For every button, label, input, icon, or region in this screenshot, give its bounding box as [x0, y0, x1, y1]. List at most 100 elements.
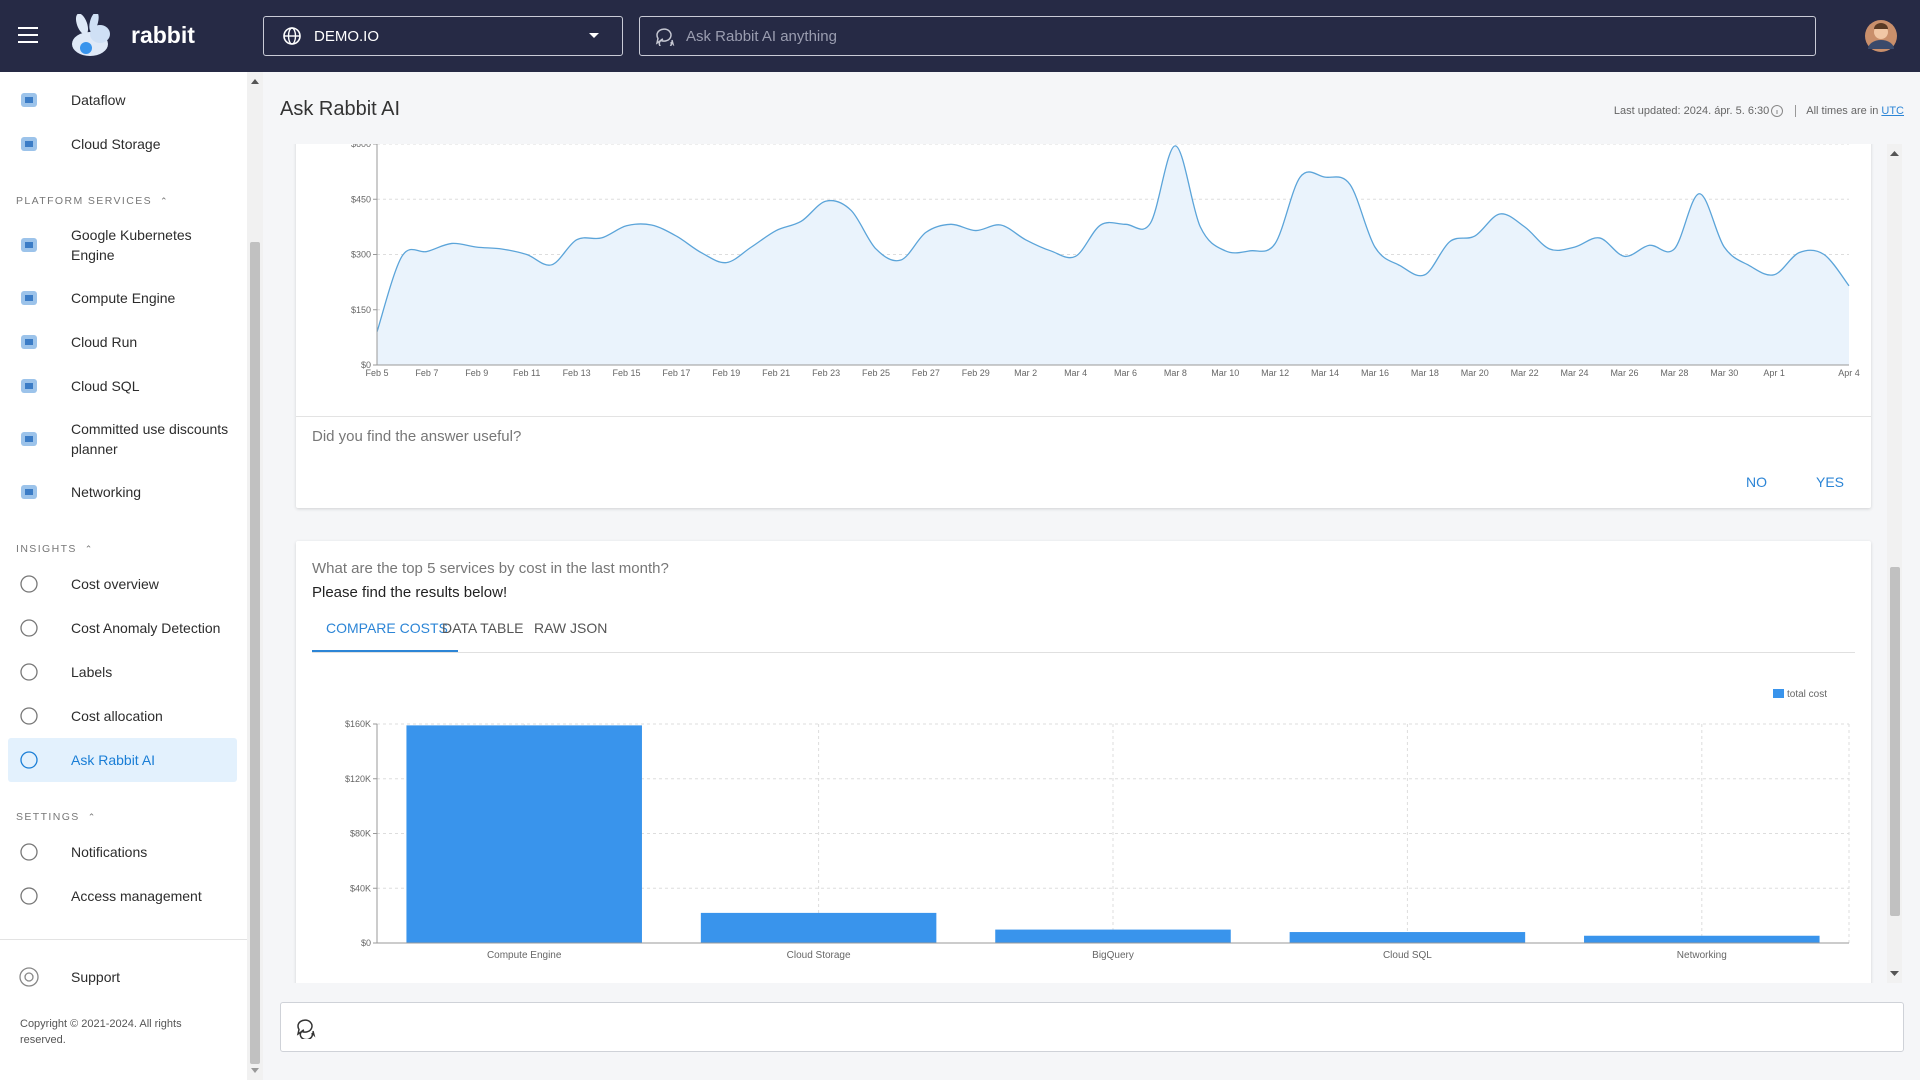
x-tick-label: Mar 16: [1361, 368, 1389, 378]
charts: $0$150$300$450$600Feb 5Feb 7Feb 9Feb 11F…: [280, 144, 1882, 983]
legend-swatch: [1773, 689, 1784, 698]
menu-icon: [18, 661, 40, 683]
x-tick-label: Mar 6: [1114, 368, 1137, 378]
menu-label: Cost Anomaly Detection: [71, 618, 220, 638]
x-tick-label: Mar 8: [1164, 368, 1187, 378]
search-box[interactable]: Ask Rabbit AI anything: [639, 16, 1816, 56]
separator: [1795, 105, 1796, 117]
menu-label: Access management: [71, 886, 202, 906]
sidebar-scrollbar[interactable]: [247, 72, 263, 1080]
project-selector[interactable]: DEMO.IO: [263, 16, 623, 56]
menu-item[interactable]: Committed use discounts planner: [0, 408, 239, 470]
menu-label: Compute Engine: [71, 288, 175, 308]
support-link[interactable]: Support: [0, 955, 240, 999]
icon-shape: [21, 752, 37, 768]
x-tick-label: Feb 15: [612, 368, 640, 378]
x-tick-label: Feb 29: [962, 368, 990, 378]
x-tick-label: Cloud Storage: [787, 950, 851, 961]
menu-item[interactable]: Access management: [0, 874, 239, 918]
icon-shape: [21, 664, 37, 680]
sidebar: DataflowCloud StoragePLATFORM SERVICES⌃G…: [0, 72, 247, 1080]
menu-item[interactable]: Cloud Run: [0, 320, 239, 364]
menu-label: Google Kubernetes Engine: [71, 225, 239, 265]
x-tick-label: Mar 22: [1511, 368, 1539, 378]
chevron: ⌃: [160, 196, 169, 206]
chat-input[interactable]: [280, 1002, 1904, 1052]
support-icon: [18, 966, 40, 988]
menu-icon: [18, 749, 40, 771]
x-tick-label: Feb 23: [812, 368, 840, 378]
section-title: SETTINGS⌃: [0, 782, 247, 830]
menu-item[interactable]: Labels: [0, 650, 239, 694]
y-tick-label: $300: [351, 250, 371, 260]
sidebar-divider: [0, 939, 247, 940]
menu-item[interactable]: Cloud Storage: [0, 122, 239, 166]
menu-button[interactable]: [18, 26, 40, 44]
menu-label: Notifications: [71, 842, 147, 862]
info-icon[interactable]: [1769, 104, 1785, 118]
y-tick-label: $150: [351, 305, 371, 315]
icon-shape: [25, 141, 33, 147]
last-updated: Last updated: 2024. ápr. 5. 6:30: [1614, 105, 1769, 117]
avatar[interactable]: [1864, 19, 1898, 53]
bar: [995, 930, 1231, 943]
menu-label: Cost allocation: [71, 706, 163, 726]
icon-shape: [25, 383, 33, 389]
menu-item[interactable]: Cost Anomaly Detection: [0, 606, 239, 650]
menu-item[interactable]: Networking: [0, 470, 239, 514]
x-tick-label: Mar 26: [1610, 368, 1638, 378]
menu-label: Labels: [71, 662, 112, 682]
y-tick-label: $120K: [345, 774, 371, 784]
timezone-link[interactable]: UTC: [1881, 105, 1904, 117]
y-tick-label: $40K: [350, 883, 371, 893]
menu-item[interactable]: Cloud SQL: [0, 364, 239, 408]
x-tick-label: Feb 9: [465, 368, 488, 378]
menu-label: Cloud Run: [71, 332, 137, 352]
caret: [588, 32, 600, 40]
menu-icon: [18, 617, 40, 639]
icon-shape: [25, 489, 33, 495]
menu-icon: [18, 89, 40, 111]
x-tick-label: Feb 5: [365, 368, 388, 378]
legend-label: total cost: [1787, 689, 1827, 700]
menu-item[interactable]: Dataflow: [0, 78, 239, 122]
menu-item[interactable]: Google Kubernetes Engine: [0, 214, 239, 276]
answer-list: Did you find the answer useful? NO YES W…: [280, 144, 1882, 983]
menu-item[interactable]: Notifications: [0, 830, 239, 874]
globe-icon: [282, 26, 302, 46]
menu-icon: [18, 481, 40, 503]
bar: [701, 913, 937, 943]
copyright: Copyright © 2021-2024. All rights reserv…: [20, 1016, 210, 1048]
main-scrollbar[interactable]: [1887, 144, 1902, 983]
menu-label: Cost overview: [71, 574, 159, 594]
menu-item[interactable]: Compute Engine: [0, 276, 239, 320]
menu-label: Dataflow: [71, 90, 125, 110]
x-tick-label: Feb 25: [862, 368, 890, 378]
icon-shape: [25, 242, 33, 248]
bar: [1290, 932, 1526, 943]
menu-icon: [18, 287, 40, 309]
brand: rabbit: [131, 22, 195, 49]
search-placeholder: Ask Rabbit AI anything: [686, 28, 837, 45]
support-label: Support: [71, 967, 120, 987]
x-tick-label: Mar 20: [1461, 368, 1489, 378]
icon-shape: [21, 620, 37, 636]
menu-item[interactable]: Cost overview: [0, 562, 239, 606]
y-tick-label: $80K: [350, 829, 371, 839]
section-title: INSIGHTS⌃: [0, 514, 247, 562]
menu-icon: [18, 573, 40, 595]
timezone-note: All times are in: [1806, 105, 1878, 117]
menu-item[interactable]: Cost allocation: [0, 694, 239, 738]
y-tick-label: $600: [351, 144, 371, 149]
x-tick-label: Compute Engine: [487, 950, 562, 961]
icon-shape: [21, 844, 37, 860]
menu-item[interactable]: Ask Rabbit AI: [8, 738, 237, 782]
icon-shape: [25, 436, 33, 442]
update-info: Last updated: 2024. ápr. 5. 6:30 All tim…: [1614, 104, 1904, 118]
x-tick-label: Mar 10: [1211, 368, 1239, 378]
logo: [68, 14, 124, 58]
menu-label: Ask Rabbit AI: [71, 750, 155, 770]
x-tick-label: Mar 2: [1014, 368, 1037, 378]
x-tick-label: Mar 4: [1064, 368, 1087, 378]
